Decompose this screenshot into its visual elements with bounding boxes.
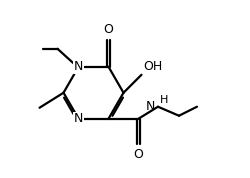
Text: H: H: [160, 95, 168, 105]
Text: O: O: [104, 23, 114, 36]
Text: N: N: [146, 100, 155, 113]
Text: O: O: [134, 148, 143, 161]
Text: N: N: [74, 60, 83, 73]
Text: N: N: [74, 112, 83, 125]
Text: OH: OH: [143, 60, 162, 73]
